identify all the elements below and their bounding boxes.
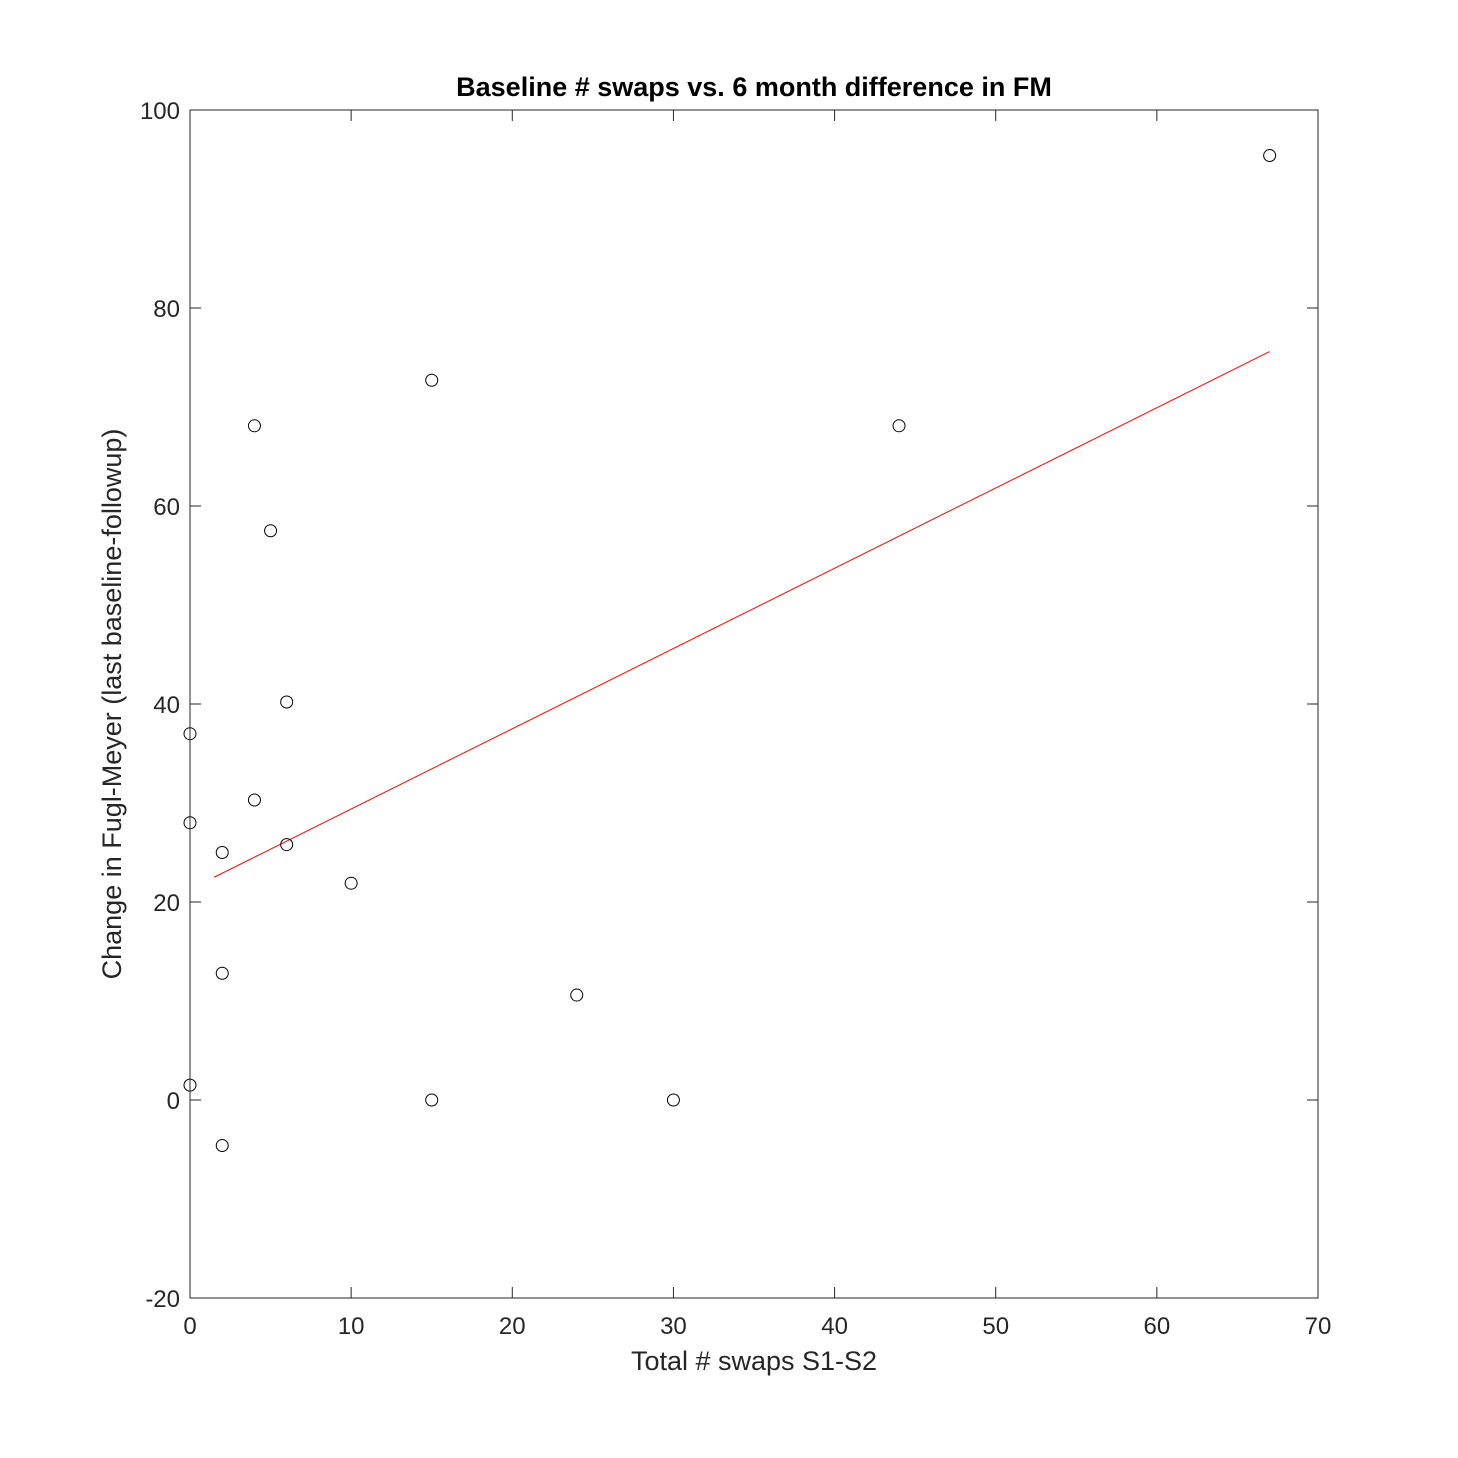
y-tick-label: 80 <box>153 296 180 323</box>
y-tick-label: 100 <box>140 98 180 125</box>
y-tick-labels: -20 0 20 40 60 80 100 <box>140 98 180 1313</box>
y-axis-label: Change in Fugl-Meyer (last baseline-foll… <box>97 429 127 980</box>
x-tick-label: 60 <box>1144 1313 1171 1340</box>
y-tick-label: 20 <box>153 890 180 917</box>
data-point-marker <box>1263 149 1277 163</box>
scatter-points <box>183 149 1277 1153</box>
x-tick-label: 40 <box>821 1313 848 1340</box>
data-point-marker <box>425 373 439 387</box>
fit-lines <box>213 351 1270 878</box>
x-tick-label: 50 <box>982 1313 1009 1340</box>
y-tick-label: 40 <box>153 692 180 719</box>
data-point-marker <box>425 1093 439 1107</box>
x-tick-label: 30 <box>660 1313 687 1340</box>
data-point-marker <box>344 876 358 890</box>
x-tick-labels: 0 10 20 30 40 50 60 70 <box>183 1313 1331 1340</box>
data-point-marker <box>570 988 584 1002</box>
data-point-marker <box>280 695 294 709</box>
x-tick-label: 20 <box>499 1313 526 1340</box>
linear-fit-line <box>213 351 1270 878</box>
y-tick-label: 60 <box>153 494 180 521</box>
y-tick-label: 0 <box>167 1088 180 1115</box>
plot-area <box>190 110 1318 1298</box>
x-tick-label: 0 <box>183 1313 196 1340</box>
data-point-marker <box>264 524 278 538</box>
data-point-marker <box>247 419 261 433</box>
data-point-marker <box>892 419 906 433</box>
x-tick-label: 70 <box>1305 1313 1332 1340</box>
x-axis-label: Total # swaps S1-S2 <box>631 1346 877 1376</box>
data-point-marker <box>280 838 294 852</box>
data-point-marker <box>215 846 229 859</box>
plot-frame <box>189 109 1319 1299</box>
data-point-marker <box>215 966 229 980</box>
data-point-marker <box>215 1139 229 1153</box>
y-tick-label: -20 <box>145 1286 180 1313</box>
chart-title: Baseline # swaps vs. 6 month difference … <box>456 72 1052 102</box>
x-tick-label: 10 <box>338 1313 365 1340</box>
data-point-marker <box>666 1093 680 1107</box>
data-point-marker <box>247 793 261 807</box>
